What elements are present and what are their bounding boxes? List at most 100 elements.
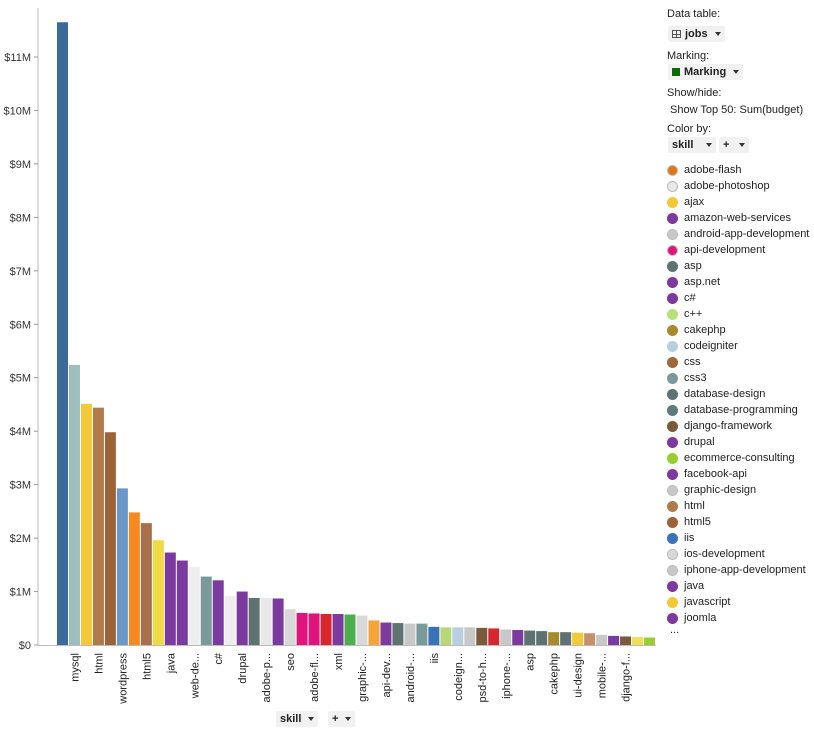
legend-color-dot <box>667 452 678 464</box>
legend-item[interactable]: html <box>667 498 814 514</box>
bar[interactable] <box>236 591 248 645</box>
bar[interactable] <box>620 636 632 645</box>
legend-item[interactable]: graphic-design <box>667 482 814 498</box>
bar[interactable] <box>380 622 392 645</box>
bar[interactable] <box>428 626 440 645</box>
legend-item[interactable]: ajax <box>667 194 814 210</box>
bar[interactable] <box>92 407 104 645</box>
bar[interactable] <box>644 637 655 645</box>
bar[interactable] <box>572 632 584 645</box>
bar[interactable] <box>488 628 500 645</box>
bar[interactable] <box>632 636 644 645</box>
bar[interactable] <box>272 598 284 645</box>
legend-item[interactable]: iis <box>667 530 814 546</box>
legend-item[interactable]: java <box>667 578 814 594</box>
bar[interactable] <box>524 630 536 645</box>
legend-item[interactable]: html5 <box>667 514 814 530</box>
bar[interactable] <box>476 627 488 645</box>
bar[interactable] <box>596 634 608 645</box>
bar[interactable] <box>212 580 224 645</box>
legend-item[interactable]: codeigniter <box>667 338 814 354</box>
bar[interactable] <box>320 614 332 645</box>
legend-color-dot <box>667 276 678 288</box>
bar[interactable] <box>116 488 128 645</box>
legend-item-label: java <box>684 580 705 592</box>
legend-item-label: asp.net <box>684 276 721 288</box>
bar[interactable] <box>68 364 80 645</box>
legend-item-label: javascript <box>684 596 731 608</box>
bar[interactable] <box>128 512 140 645</box>
bar[interactable] <box>260 597 272 645</box>
y-tick-label: $2M <box>10 533 31 545</box>
data-table-selector[interactable]: jobs <box>668 26 725 42</box>
bar[interactable] <box>500 629 512 646</box>
bar[interactable] <box>452 627 464 645</box>
legend-item[interactable]: joomla <box>667 610 814 626</box>
bar[interactable] <box>548 632 560 645</box>
bar[interactable] <box>224 595 236 645</box>
bar[interactable] <box>584 633 596 645</box>
bar[interactable] <box>368 620 380 645</box>
legend-item[interactable]: ecommerce-consulting <box>667 450 814 466</box>
bar[interactable] <box>512 630 524 645</box>
marking-selector[interactable]: Marking <box>668 64 744 80</box>
legend-item[interactable]: css3 <box>667 370 814 386</box>
legend-item[interactable]: facebook-api <box>667 466 814 482</box>
bar[interactable] <box>152 540 164 645</box>
legend-item[interactable]: amazon-web-services <box>667 210 814 226</box>
bar[interactable] <box>308 613 320 645</box>
legend-item[interactable]: javascript <box>667 594 814 610</box>
bar[interactable] <box>296 612 308 645</box>
bar[interactable] <box>200 576 212 645</box>
bar[interactable] <box>104 432 116 645</box>
legend-item[interactable]: css <box>667 354 814 370</box>
x-axis-add-button[interactable]: + <box>328 711 356 727</box>
bar[interactable] <box>176 560 188 645</box>
legend-item[interactable]: django-framework <box>667 418 814 434</box>
bar[interactable] <box>332 614 344 645</box>
show-top-50-rule[interactable]: Show Top 50: Sum(budget) <box>670 104 804 116</box>
colorby-selector[interactable]: skill <box>668 137 717 153</box>
legend-color-dot <box>667 308 678 320</box>
bar[interactable] <box>344 614 356 645</box>
legend-item[interactable]: database-programming <box>667 402 814 418</box>
bar[interactable] <box>248 597 260 645</box>
bar[interactable] <box>57 22 68 645</box>
legend-color-dot <box>667 372 678 384</box>
bar[interactable] <box>164 552 176 645</box>
bar[interactable] <box>416 623 428 645</box>
x-axis-column-selector[interactable]: skill <box>276 711 319 727</box>
legend-more[interactable]: ... <box>670 624 680 636</box>
bar[interactable] <box>404 623 416 645</box>
legend-item[interactable]: iphone-app-development <box>667 562 814 578</box>
legend-item[interactable]: adobe-photoshop <box>667 178 814 194</box>
legend-item[interactable]: ios-development <box>667 546 814 562</box>
legend-item[interactable]: android-app-development <box>667 226 814 242</box>
legend-item[interactable]: asp.net <box>667 274 814 290</box>
legend-item[interactable]: api-development <box>667 242 814 258</box>
bars[interactable] <box>57 22 655 645</box>
bar[interactable] <box>536 631 548 645</box>
y-axis: $0 $1M $2M $3M $4M $5M $6M $7M $8M $9M $10M $11M <box>3 8 656 652</box>
bar[interactable] <box>392 623 404 645</box>
bar[interactable] <box>80 403 92 645</box>
bar[interactable] <box>608 635 620 645</box>
bar-chart[interactable]: $0 $1M $2M $3M $4M $5M $6M $7M $8M $9M $10M $11M my… <box>0 0 660 733</box>
legend-item[interactable]: database-design <box>667 386 814 402</box>
legend-item[interactable]: drupal <box>667 434 814 450</box>
legend-item[interactable]: cakephp <box>667 322 814 338</box>
bar[interactable] <box>440 627 452 645</box>
bar[interactable] <box>140 523 152 645</box>
legend-item[interactable]: adobe-flash <box>667 162 814 178</box>
y-tick-label: $7M <box>10 266 31 278</box>
bar[interactable] <box>188 566 200 645</box>
bar[interactable] <box>464 627 476 645</box>
legend-item-label: iphone-app-development <box>684 564 806 576</box>
bar[interactable] <box>356 615 368 645</box>
legend-item[interactable]: c# <box>667 290 814 306</box>
bar[interactable] <box>284 609 296 645</box>
legend-item[interactable]: asp <box>667 258 814 274</box>
bar[interactable] <box>560 632 572 645</box>
colorby-add-button[interactable]: + <box>719 137 750 153</box>
legend-item[interactable]: c++ <box>667 306 814 322</box>
